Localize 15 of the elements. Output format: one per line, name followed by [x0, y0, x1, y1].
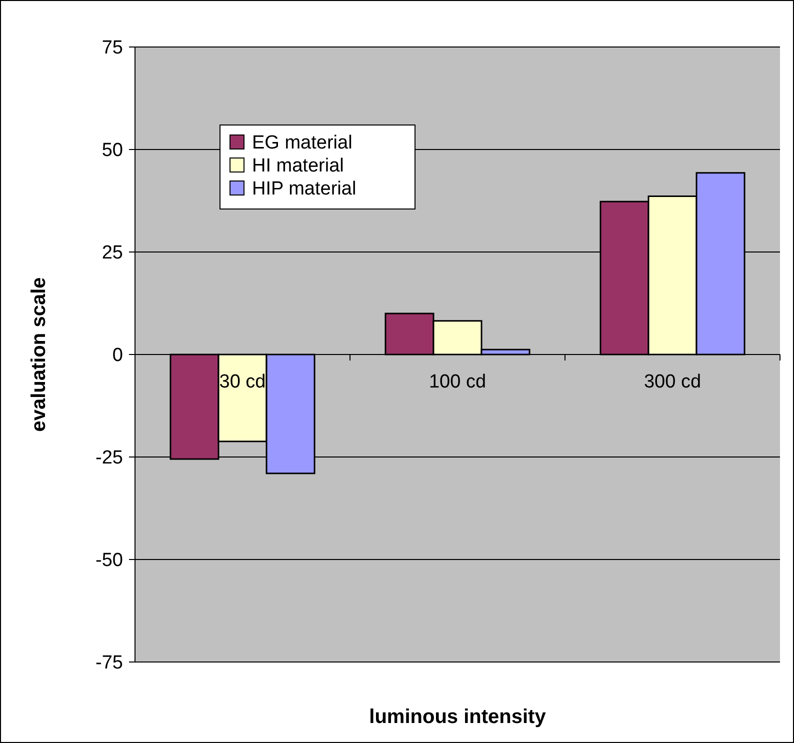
x-axis-title: luminous intensity — [369, 706, 547, 728]
legend-label: HIP material — [252, 178, 356, 200]
y-tick-label: 50 — [102, 140, 123, 162]
y-axis-title: evaluation scale — [28, 277, 50, 432]
x-tick-label: 300 cd — [644, 372, 702, 392]
y-tick-label: -75 — [96, 652, 123, 674]
x-tick-label: 30 cd — [219, 372, 266, 392]
y-tick-label: 75 — [102, 38, 123, 59]
y-tick-label: 25 — [102, 242, 123, 264]
x-tick-label: 100 cd — [428, 372, 486, 392]
legend-label: HI material — [252, 156, 344, 177]
y-tick-label: 0 — [112, 345, 123, 366]
legend-label: EG material — [252, 132, 352, 154]
y-tick-label: -50 — [96, 550, 123, 572]
y-tick-label: -25 — [96, 448, 123, 469]
